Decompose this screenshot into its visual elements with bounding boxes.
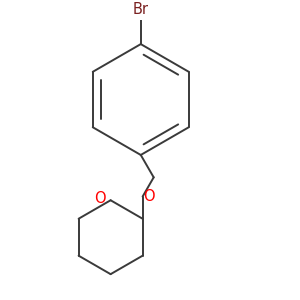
Text: Br: Br xyxy=(133,2,149,17)
Text: O: O xyxy=(143,189,155,204)
Text: O: O xyxy=(94,191,106,206)
